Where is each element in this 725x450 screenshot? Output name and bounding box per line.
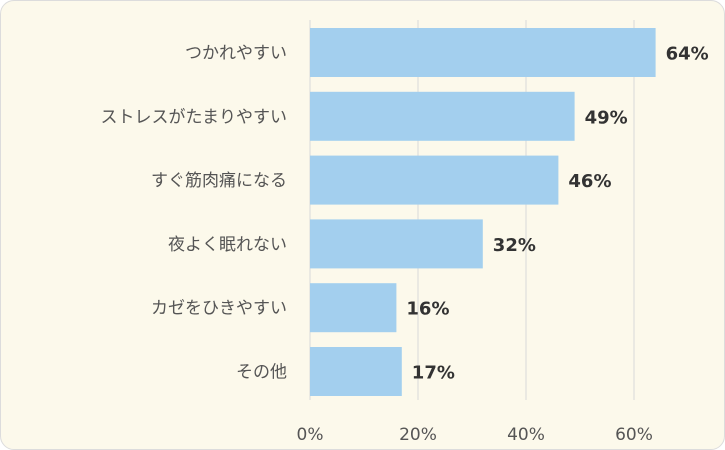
x-tick-label: 60%: [615, 425, 653, 445]
category-label: その他: [236, 363, 287, 383]
x-tick-label: 40%: [507, 425, 545, 445]
data-label: 17%: [412, 363, 455, 384]
x-tick-label: 20%: [399, 425, 437, 445]
bar: [310, 91, 575, 141]
category-label: つかれやすい: [185, 44, 287, 64]
x-tick-label: 0%: [297, 425, 324, 445]
bar: [310, 28, 656, 77]
bar: [310, 283, 397, 333]
data-label: 32%: [493, 235, 536, 256]
category-label: カゼをひきやすい: [151, 299, 287, 319]
bar: [310, 219, 483, 269]
category-label: 夜よく眠れない: [168, 235, 287, 255]
data-label: 16%: [406, 299, 449, 320]
data-label: 64%: [666, 44, 709, 65]
category-label: ストレスがたまりやすい: [101, 107, 288, 127]
category-label: すぐ筋肉痛になる: [151, 171, 287, 191]
bar: [310, 347, 402, 396]
data-label: 46%: [568, 171, 611, 192]
data-label: 49%: [585, 107, 628, 128]
bar: [310, 155, 559, 205]
